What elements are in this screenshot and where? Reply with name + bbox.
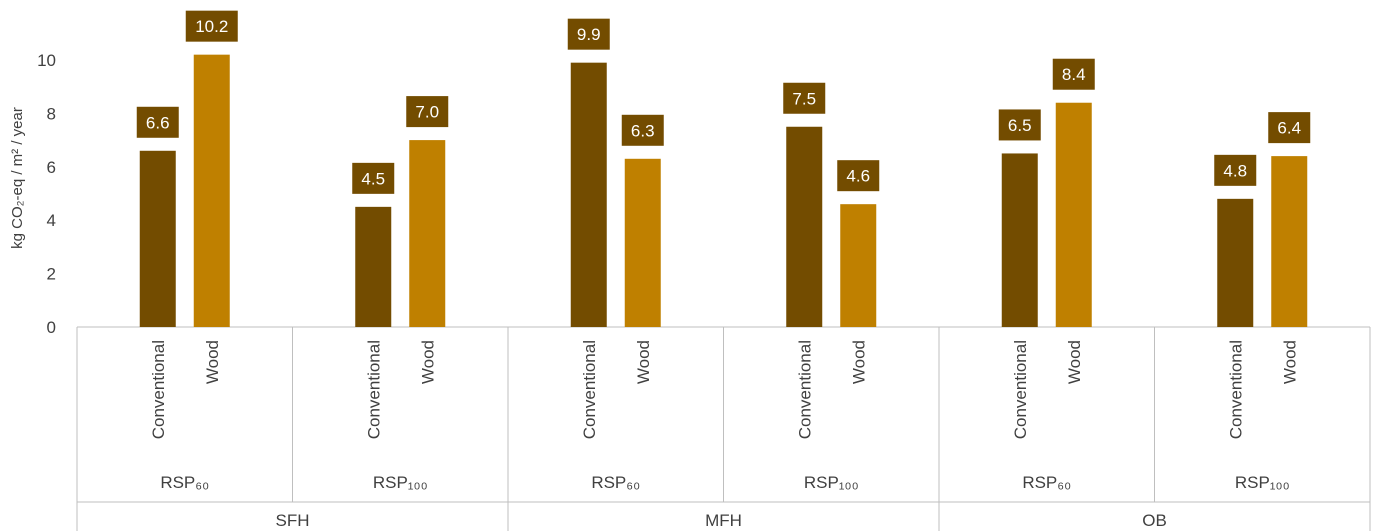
category-label: Wood	[1280, 340, 1299, 384]
category-label: Conventional	[149, 340, 168, 439]
data-label-box	[621, 114, 664, 146]
category-label: Wood	[849, 340, 868, 384]
data-label: 6.5	[1008, 116, 1032, 135]
bar-conventional	[1217, 198, 1254, 327]
y-tick-label: 10	[37, 51, 56, 70]
bar-wood	[840, 204, 877, 327]
data-label: 8.4	[1062, 65, 1086, 84]
subgroup-label: RSP₆₀	[1022, 473, 1071, 492]
data-label: 6.6	[146, 113, 170, 132]
bar-conventional	[786, 126, 823, 327]
category-label: Conventional	[364, 340, 383, 439]
data-label-box	[998, 109, 1041, 141]
data-label: 7.5	[792, 89, 816, 108]
bar-wood	[1271, 156, 1308, 327]
group-label: SFH	[276, 511, 310, 530]
y-tick-label: 2	[47, 265, 56, 284]
bar-wood	[1055, 102, 1092, 327]
bar-conventional	[355, 206, 392, 327]
bar-wood	[409, 140, 446, 327]
category-label: Conventional	[580, 340, 599, 439]
data-label: 4.8	[1223, 161, 1247, 180]
data-label: 4.5	[361, 169, 385, 188]
y-tick-label: 4	[47, 211, 56, 230]
category-label: Wood	[634, 340, 653, 384]
group-label: MFH	[705, 511, 742, 530]
data-label-box	[837, 160, 880, 192]
data-label: 6.4	[1277, 119, 1301, 138]
data-label-box	[352, 162, 395, 194]
subgroup-label: RSP₆₀	[591, 473, 640, 492]
subgroup-label: RSP₁₀₀	[373, 473, 428, 492]
bar-conventional	[1001, 153, 1038, 327]
y-axis-title: kg CO₂-eq / m² / year	[9, 107, 26, 249]
data-label: 7.0	[415, 103, 439, 122]
y-tick-label: 8	[47, 104, 56, 123]
category-label: Wood	[203, 340, 222, 384]
category-label: Conventional	[795, 340, 814, 439]
data-label: 4.6	[846, 167, 870, 186]
data-label: 6.3	[631, 121, 655, 140]
bar-conventional	[570, 62, 607, 328]
data-label-box	[783, 82, 826, 114]
data-label: 10.2	[195, 17, 228, 36]
data-label-box	[1268, 112, 1311, 144]
subgroup-label: RSP₆₀	[160, 473, 209, 492]
subgroup-label: RSP₁₀₀	[804, 473, 859, 492]
y-tick-label: 6	[47, 158, 56, 177]
data-label: 9.9	[577, 25, 601, 44]
bar-conventional	[139, 150, 176, 327]
category-label: Wood	[418, 340, 437, 384]
subgroup-label: RSP₁₀₀	[1235, 473, 1290, 492]
data-label-box	[1214, 154, 1257, 186]
data-label-box	[1052, 58, 1095, 90]
data-label-box	[567, 18, 610, 50]
category-label: Conventional	[1011, 340, 1030, 439]
data-label-box	[185, 10, 238, 42]
group-label: OB	[1142, 511, 1167, 530]
bar-wood	[624, 158, 661, 327]
bar-wood	[193, 54, 230, 327]
category-label: Wood	[1065, 340, 1084, 384]
category-label: Conventional	[1226, 340, 1245, 439]
data-label-box	[136, 106, 179, 138]
y-tick-label: 0	[47, 318, 56, 337]
data-label-box	[406, 96, 449, 128]
